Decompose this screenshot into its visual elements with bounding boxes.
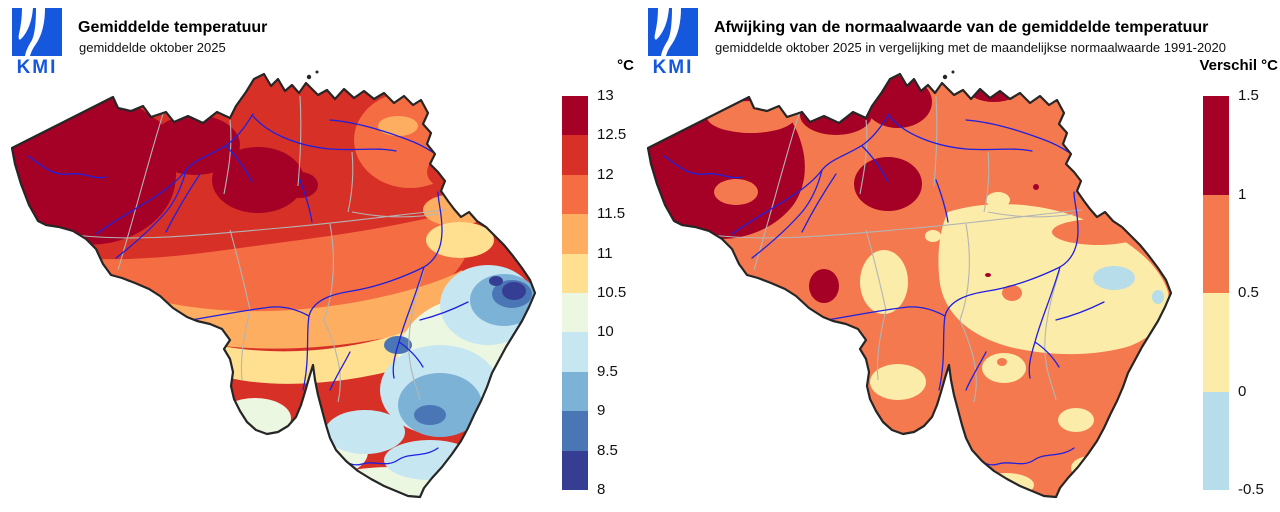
legend-tick-labels: 1.5 1 0.5 0 -0.5 — [1238, 87, 1280, 498]
map-region — [282, 172, 318, 198]
legend-tick-label: 8 — [597, 481, 606, 498]
legend-tick-label: 13 — [597, 87, 614, 104]
belgium-map-svg — [10, 70, 537, 499]
legend-tick-label: 0.5 — [1238, 284, 1259, 301]
legend-tick-label: 9.5 — [597, 362, 618, 380]
map-region — [150, 115, 240, 175]
enclave-dot — [315, 70, 319, 74]
legend-tick-label: -0.5 — [1238, 481, 1264, 498]
province-borders — [695, 95, 1083, 403]
map-region — [1093, 266, 1135, 290]
map-region — [426, 222, 494, 258]
legend-segment — [1203, 293, 1229, 392]
legend-tick-label: 8.5 — [597, 441, 618, 459]
map-region — [854, 157, 922, 211]
map-region — [860, 250, 908, 314]
country-outline — [10, 72, 537, 499]
map-region — [1058, 408, 1094, 432]
map-region — [414, 405, 446, 425]
map-region — [318, 467, 466, 497]
map-region — [212, 147, 304, 213]
map-region — [714, 179, 758, 205]
map-region — [325, 410, 405, 454]
legend-segment — [562, 96, 588, 136]
map-region — [186, 325, 439, 384]
map-region — [925, 230, 941, 242]
map-region — [982, 353, 1026, 383]
map-region — [1152, 290, 1164, 304]
enclave-dot — [942, 74, 948, 80]
map-region — [502, 282, 526, 300]
page-title: Gemiddelde temperatuur — [78, 19, 268, 36]
map-region — [985, 273, 991, 277]
kmi-logo: KMI — [648, 8, 698, 79]
map-region — [1002, 285, 1022, 301]
map-region — [997, 358, 1007, 366]
legend-tick-label: 1.5 — [1238, 87, 1259, 104]
panel-temperature-anomaly: KMI Afwijking van de normaalwaarde van d… — [636, 0, 1280, 507]
legend-segment — [562, 411, 588, 451]
map-region — [870, 364, 926, 400]
legend-unit-label: °C — [617, 57, 634, 74]
legend-tick-label: 11 — [597, 244, 613, 262]
legend-color-bar — [562, 96, 588, 490]
legend-tick-label: 11.5 — [597, 205, 626, 223]
map-region — [146, 270, 464, 349]
map-region — [1052, 219, 1144, 245]
legend-tick-label: 10.5 — [597, 284, 627, 301]
map-region — [489, 276, 503, 286]
legend-unit-label: Verschil °C — [1199, 57, 1278, 74]
legend-segment — [562, 450, 588, 490]
legend-tick-label: 12.5 — [597, 126, 627, 144]
map-region — [427, 156, 467, 188]
map-region — [219, 398, 291, 438]
map-region — [1033, 184, 1039, 190]
map-region — [809, 269, 839, 303]
page-title: Afwijking van de normaalwaarde van de ge… — [714, 19, 1209, 36]
page-subtitle: gemiddelde oktober 2025 in vergelijking … — [715, 40, 1226, 55]
kmi-logo-icon — [648, 8, 698, 56]
map-fill-regions — [12, 74, 535, 497]
map-fill-regions — [648, 74, 1171, 497]
map-region — [978, 473, 1034, 497]
kmi-logo: KMI — [12, 8, 62, 79]
legend-segment — [1203, 391, 1229, 490]
legend-tick-label: 10 — [597, 323, 614, 341]
belgium-map-svg — [646, 70, 1173, 499]
country-outline — [646, 72, 1173, 499]
legend-tick-labels: 13 12.5 12 11.5 11 10.5 10 9.5 9 8.5 8 — [597, 87, 651, 498]
legend-segment — [562, 253, 588, 293]
enclave-dot — [951, 70, 955, 74]
legend-segment — [562, 332, 588, 372]
legend-tick-label: 12 — [597, 165, 614, 183]
enclave-dot — [306, 74, 312, 80]
legend-segment — [562, 135, 588, 175]
legend-tick-label: 0 — [1238, 382, 1247, 400]
kmi-logo-icon — [12, 8, 62, 56]
map-region — [852, 424, 876, 440]
legend-color-bar — [1203, 96, 1229, 490]
kmi-logo-text: KMI — [16, 57, 58, 78]
legend-segment — [562, 371, 588, 412]
map-region — [986, 192, 1010, 208]
legend-segment — [562, 174, 588, 215]
rivers — [663, 113, 1105, 466]
legend-segment — [1203, 194, 1229, 293]
belgium-map-mean-temperature — [0, 60, 556, 507]
kmi-logo-text: KMI — [652, 57, 694, 78]
legend-tick-label: 9 — [597, 402, 606, 420]
map-region — [58, 207, 473, 319]
legend-segment — [562, 214, 588, 254]
map-region — [707, 101, 795, 133]
belgium-map-temperature-anomaly — [636, 60, 1192, 507]
legend-segment — [562, 292, 588, 333]
page-subtitle: gemiddelde oktober 2025 — [79, 40, 226, 55]
panel-mean-temperature: KMI Gemiddelde temperatuur gemiddelde ok… — [0, 0, 644, 507]
map-region — [931, 450, 957, 466]
map-region — [716, 316, 742, 334]
legend-segment — [1203, 96, 1229, 195]
map-region — [378, 116, 418, 136]
map-region — [802, 377, 834, 399]
legend-tick-label: 1 — [1238, 185, 1247, 203]
